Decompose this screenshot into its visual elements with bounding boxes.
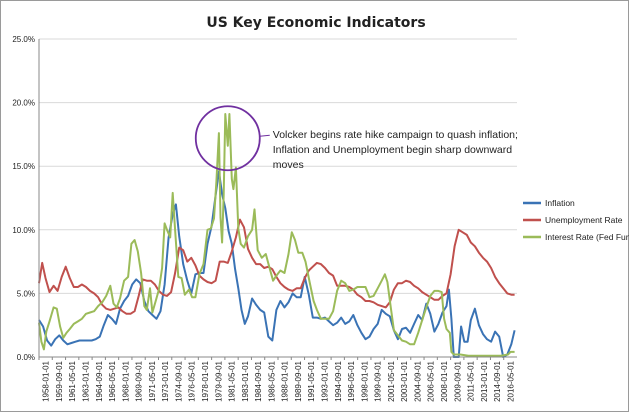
x-tick-label: 1964-09-01 [95,360,104,401]
x-tick-label: 1994-09-01 [334,360,343,401]
series-lines [38,113,516,358]
x-tick-label: 1983-01-01 [241,360,250,401]
annotation-text: Volcker begins rate hike campaign to qua… [273,129,518,141]
gridlines [39,38,517,294]
x-tick-label: 2001-05-01 [387,360,396,401]
y-tick-label: 5.0% [17,289,35,298]
y-tick-label: 15.0% [12,162,35,171]
x-tick-label: 1991-05-01 [307,360,316,401]
x-tick-label: 1974-09-01 [174,360,183,401]
x-tick-label: 1971-05-01 [148,360,157,401]
y-tick-label: 0.0% [17,353,35,362]
x-tick-label: 1958-01-01 [42,360,51,401]
x-tick-label: 1993-01-01 [320,360,329,401]
x-axis-ticks: 1958-01-01 1959-09-01 1961-05-01 1963-01-01… [38,357,515,402]
legend-entry: Inflation [545,198,575,208]
x-tick-label: 1981-05-01 [228,360,237,401]
x-tick-label: 2011-05-01 [467,360,476,401]
x-tick-label: 1969-09-01 [135,360,144,401]
legend-entry: Unemployment Rate [545,215,623,225]
x-tick-label: 2008-01-01 [440,360,449,401]
x-tick-label: 1986-05-01 [267,360,276,401]
y-tick-label: 10.0% [12,226,35,235]
x-tick-label: 1968-01-01 [121,360,130,401]
x-tick-label: 1978-01-01 [201,360,210,401]
x-tick-label: 1963-01-01 [81,360,90,401]
series-line [38,113,515,357]
x-tick-label: 2009-09-01 [453,360,462,401]
x-tick-label: 1976-05-01 [188,360,197,401]
callout-line [259,134,270,137]
highlight-circle [194,105,261,172]
x-tick-label: 1999-09-01 [374,360,383,401]
x-tick-label: 1979-09-01 [214,360,223,401]
x-tick-label: 1996-05-01 [347,360,356,401]
x-tick-label: 2004-09-01 [413,360,422,401]
annotation: Volcker begins rate hike campaign to qua… [194,105,518,172]
x-tick-label: 2006-05-01 [427,360,436,401]
x-tick-label: 1961-05-01 [68,360,77,401]
y-axis-ticks: 0.0% 5.0% 10.0% 15.0% 20.0% 25.0% [12,35,35,362]
x-tick-label: 2003-01-01 [400,360,409,401]
x-tick-label: 1984-09-01 [254,360,263,401]
legend-entry: Interest Rate (Fed Funds) [545,232,629,242]
annotation-text: Inflation and Unemployment begin sharp d… [273,144,512,156]
x-tick-label: 1973-01-01 [161,360,170,401]
x-tick-label: 1989-09-01 [294,360,303,401]
y-tick-label: 20.0% [12,99,35,108]
legend: Inflation Unemployment Rate Interest Rate … [523,198,629,242]
series-line [38,170,516,358]
y-tick-label: 25.0% [12,35,35,44]
x-tick-label: 1988-01-01 [281,360,290,401]
x-tick-label: 1998-01-01 [360,360,369,401]
x-tick-label: 2014-09-01 [493,360,502,401]
x-tick-label: 1959-09-01 [55,360,64,401]
x-tick-label: 2016-05-01 [506,360,515,401]
chart-title: US Key Economic Indicators [206,15,425,31]
x-tick-label: 2013-01-01 [480,360,489,401]
x-tick-label: 1966-05-01 [108,360,117,401]
annotation-text: moves [273,159,304,171]
